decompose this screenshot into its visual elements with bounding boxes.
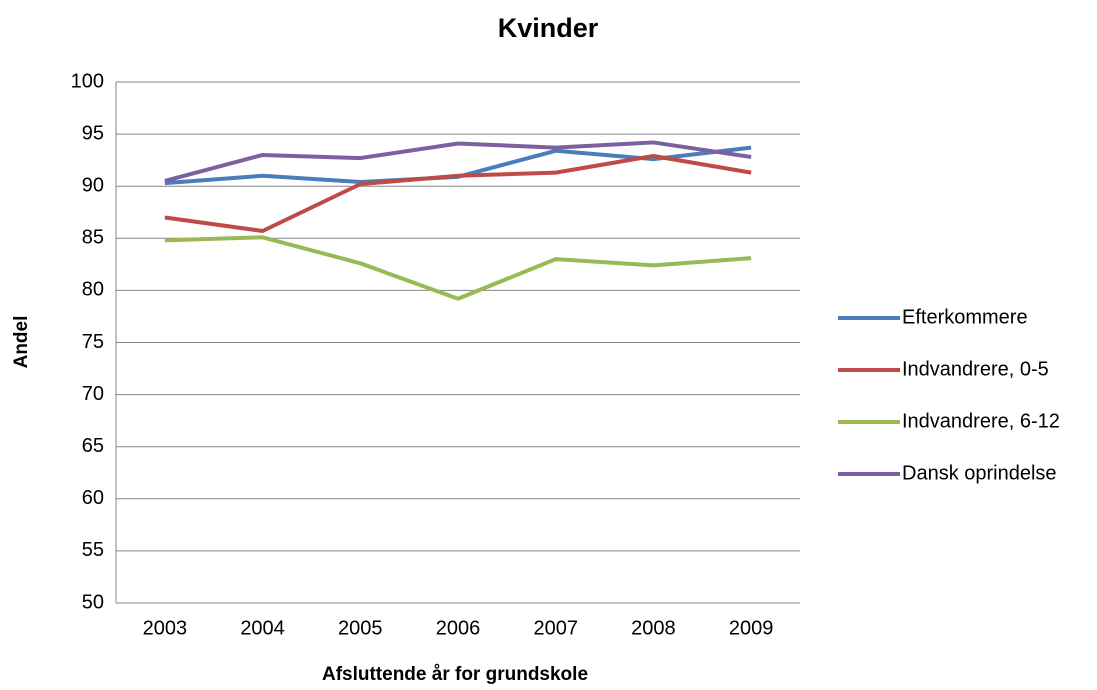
y-tick-label: 75 [82,331,104,353]
y-tick-label: 65 [82,435,104,457]
y-axis-title: Andel [11,316,32,369]
legend-label: Indvandrere, 6-12 [902,410,1060,432]
y-tick-label: 85 [82,227,104,249]
x-tick-label: 2007 [533,617,578,639]
legend-label: Indvandrere, 0-5 [902,358,1049,380]
x-tick-label: 2003 [143,617,188,639]
x-tick-label: 2008 [631,617,676,639]
legend-label: Efterkommere [902,306,1028,328]
series-line [164,140,752,183]
y-tick-label: 90 [82,174,104,196]
legend-label: Dansk oprindelse [902,462,1057,484]
y-tick-label: 55 [82,539,104,561]
x-tick-label: 2004 [240,617,285,639]
chart-title: Kvinder [498,13,599,43]
series-line [164,153,752,234]
x-tick-label: 2009 [729,617,774,639]
y-tick-label: 50 [82,591,104,613]
x-tick-label: 2005 [338,617,383,639]
y-tick-label: 60 [82,487,104,509]
y-tick-label: 95 [82,122,104,144]
y-tick-label: 80 [82,279,104,301]
y-tick-label: 100 [71,70,104,92]
x-axis-title: Afsluttende år for grundskole [322,664,588,685]
y-tick-label: 70 [82,383,104,405]
x-tick-label: 2006 [436,617,481,639]
series-line [164,235,752,301]
